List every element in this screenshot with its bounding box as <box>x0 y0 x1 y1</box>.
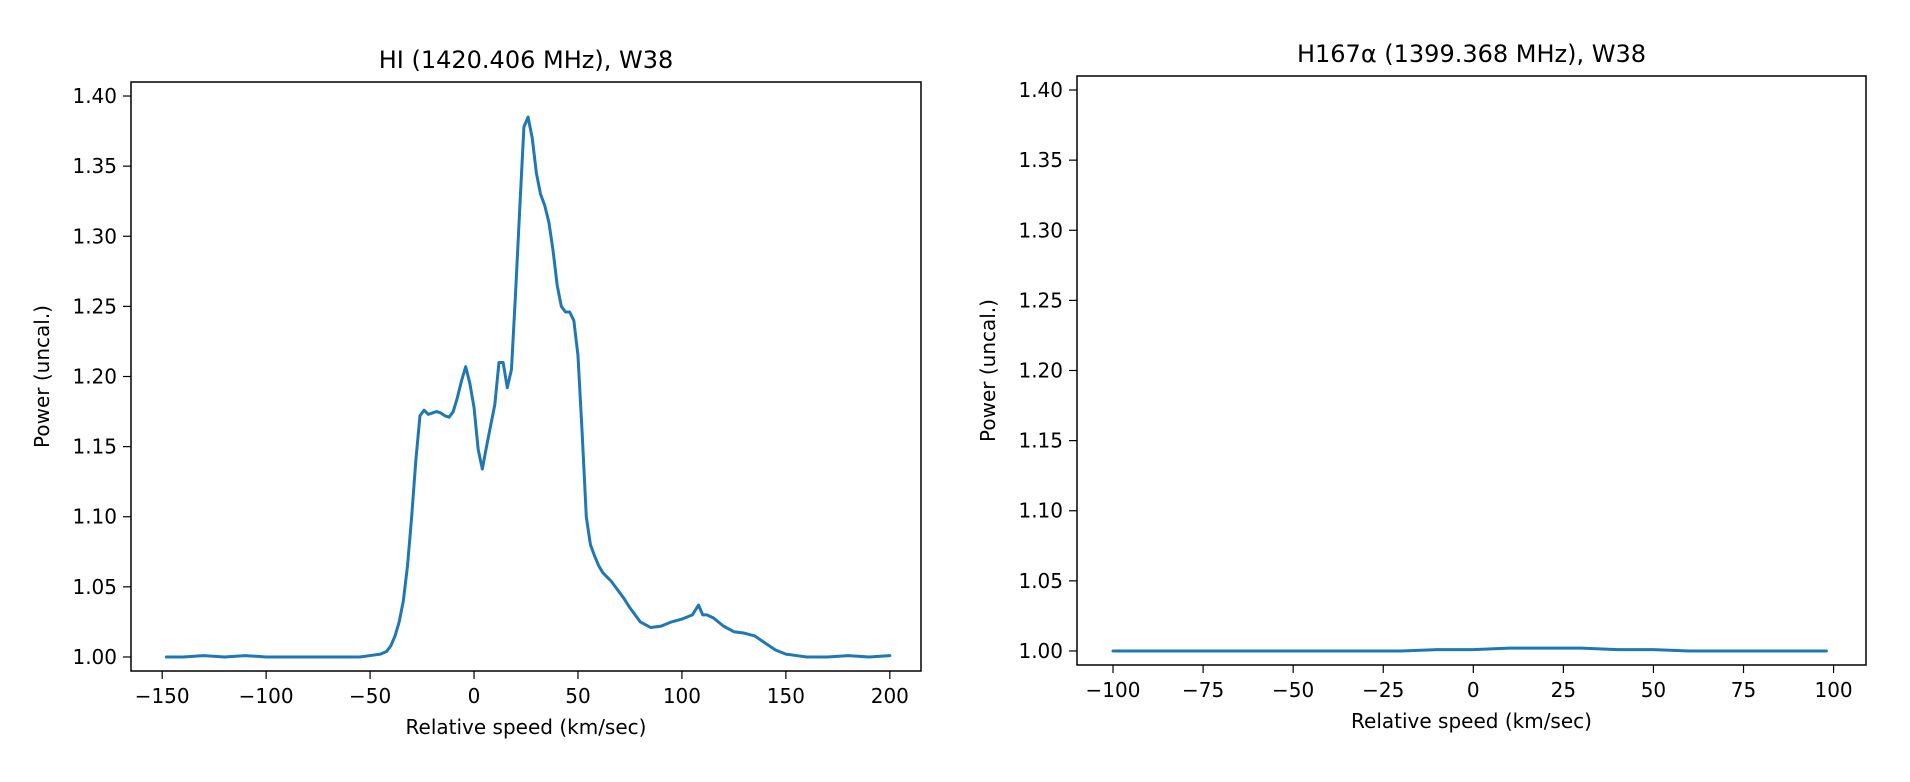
right-plot-y-tick-label: 1.30 <box>1018 218 1063 242</box>
left-plot-x-tick-label: 150 <box>767 684 805 708</box>
left-plot-y-tick-label: 1.35 <box>72 154 117 178</box>
left-plot-y-tick-label: 1.30 <box>72 224 117 248</box>
left-plot-x-tick-label: −50 <box>349 684 391 708</box>
left-plot-axes-frame <box>130 81 922 672</box>
right-plot-x-tick-label: −50 <box>1272 678 1314 702</box>
right-plot-ticks: −100 −75 −50 −25 0 25 50 75 100 1.00 1.05 1.10 1.15 1… <box>1018 78 1852 702</box>
right-plot-series-line <box>1111 646 1828 653</box>
right-plot-x-axis-label: Relative speed (km/sec) <box>1351 709 1592 733</box>
left-plot: HI (1420.406 MHz), W38 Relative speed (k… <box>30 46 922 739</box>
left-plot-title: HI (1420.406 MHz), W38 <box>379 46 674 74</box>
left-plot-x-axis-label: Relative speed (km/sec) <box>406 715 647 739</box>
left-plot-x-tick-label: 100 <box>663 684 701 708</box>
left-plot-y-tick-label: 1.40 <box>72 84 117 108</box>
left-plot-y-tick-label: 1.10 <box>72 505 117 529</box>
left-plot-y-tick-label: 1.25 <box>72 294 117 318</box>
left-plot-y-axis-label: Power (uncal.) <box>30 305 54 448</box>
right-plot-x-tick-label: 50 <box>1641 678 1666 702</box>
right-plot-y-tick-label: 1.40 <box>1018 78 1063 102</box>
right-plot-x-tick-label: −75 <box>1182 678 1224 702</box>
left-plot-x-tick-label: −100 <box>239 684 294 708</box>
left-plot-x-tick-label: −150 <box>135 684 190 708</box>
left-plot-x-tick-label: 0 <box>468 684 481 708</box>
right-plot-y-tick-label: 1.00 <box>1018 639 1063 663</box>
left-plot-x-tick-label: 50 <box>565 684 590 708</box>
right-plot-y-tick-label: 1.10 <box>1018 499 1063 523</box>
left-plot-y-tick-label: 1.00 <box>72 645 117 669</box>
right-plot-x-tick-label: −100 <box>1086 678 1141 702</box>
right-plot-y-tick-label: 1.20 <box>1018 359 1063 383</box>
right-plot-x-tick-label: 100 <box>1814 678 1852 702</box>
right-plot-axes-frame <box>1076 75 1867 666</box>
right-plot-title: H167α (1399.368 MHz), W38 <box>1297 40 1646 68</box>
right-plot-y-tick-label: 1.05 <box>1018 569 1063 593</box>
right-plot-y-axis-label: Power (uncal.) <box>976 299 1000 442</box>
left-plot-y-tick-label: 1.05 <box>72 575 117 599</box>
right-plot-x-tick-label: 0 <box>1467 678 1480 702</box>
right-plot-y-tick-label: 1.25 <box>1018 288 1063 312</box>
right-plot-y-tick-label: 1.15 <box>1018 429 1063 453</box>
left-plot-ticks: −150 −100 −50 0 50 100 150 200 1.00 1.05 1.10 1.15 1… <box>72 84 908 708</box>
right-plot-y-tick-label: 1.35 <box>1018 148 1063 172</box>
left-plot-series-line <box>164 115 892 659</box>
left-plot-y-tick-label: 1.20 <box>72 365 117 389</box>
left-plot-y-tick-label: 1.15 <box>72 435 117 459</box>
right-plot-x-tick-label: 75 <box>1731 678 1756 702</box>
right-plot: H167α (1399.368 MHz), W38 Relative speed… <box>976 40 1867 733</box>
right-plot-x-tick-label: −25 <box>1362 678 1404 702</box>
right-plot-x-tick-label: 25 <box>1551 678 1576 702</box>
left-plot-x-tick-label: 200 <box>871 684 909 708</box>
